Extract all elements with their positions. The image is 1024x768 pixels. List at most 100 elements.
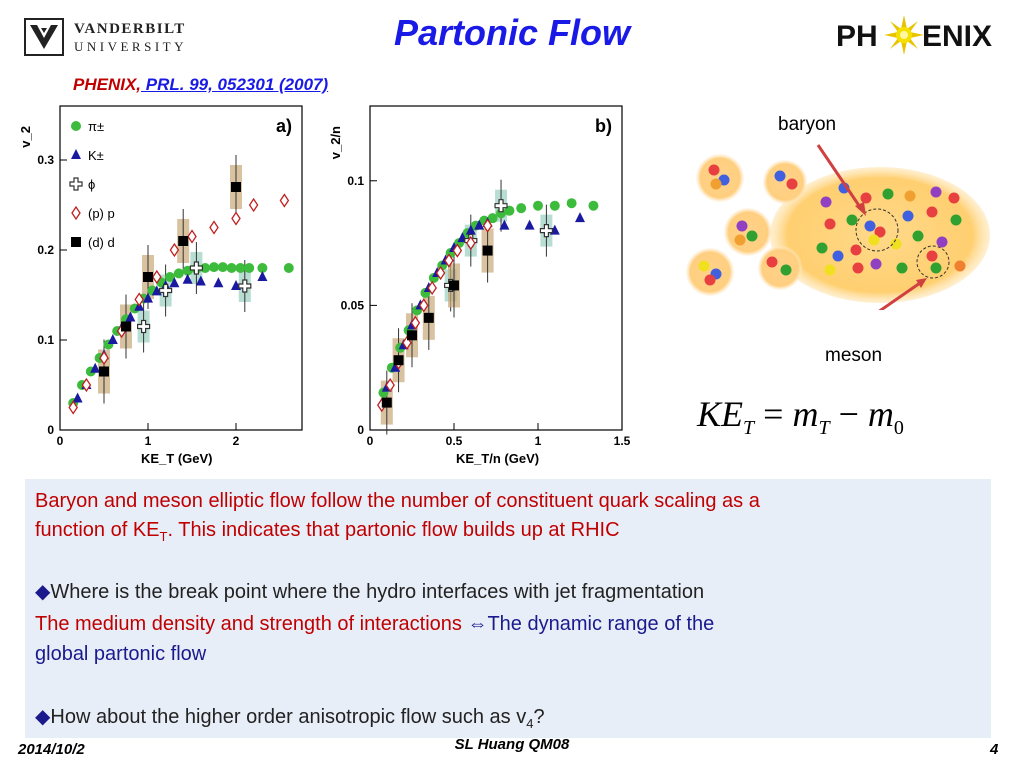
- baryon-arrow-head: [855, 202, 866, 216]
- data-point: [539, 224, 553, 238]
- data-point: [423, 312, 434, 323]
- data-point: [407, 330, 417, 341]
- data-point: [283, 263, 294, 273]
- data-point: [231, 211, 241, 226]
- y-tick-label: 0.1: [347, 174, 364, 188]
- data-point: [121, 321, 131, 332]
- quark-dot: [710, 178, 722, 190]
- quark-dot: [860, 192, 872, 204]
- quark-dot: [736, 220, 748, 232]
- quark-dot: [820, 196, 832, 208]
- quark-dot: [954, 260, 966, 272]
- data-point: [244, 263, 255, 273]
- formula-lhs-sub: T: [743, 417, 755, 440]
- data-point: [159, 283, 173, 298]
- meson-arrow-head: [916, 278, 927, 288]
- data-point: [549, 200, 560, 211]
- data-point: [435, 265, 446, 281]
- quark-dot: [816, 242, 828, 254]
- citation-link[interactable]: PRL. 99, 052301 (2007): [141, 75, 329, 94]
- quark-dot: [774, 170, 786, 182]
- x-tick-label: 0.5: [446, 434, 463, 448]
- data-point: [99, 350, 109, 366]
- quark-dot: [704, 274, 716, 286]
- x-tick-label: 1: [535, 434, 542, 448]
- data-point: [125, 311, 136, 322]
- data-point: [226, 263, 237, 273]
- y-tick-label: 0.1: [37, 333, 54, 347]
- quark-dot: [766, 256, 778, 268]
- series-cross: [137, 261, 252, 334]
- quark-dot: [850, 244, 862, 256]
- formula-m2: m: [867, 394, 894, 434]
- data-point: [209, 220, 219, 235]
- data-point: [381, 397, 392, 408]
- quark-dot: [926, 206, 938, 218]
- legend-marker: [71, 149, 81, 159]
- plot-b: 0 0.5 1 1.5 0 0.05 0.1 KE_T/n (GeV) v_2/n b): [328, 105, 630, 466]
- x-axis-label: KE_T (GeV): [141, 451, 213, 466]
- quark-dot: [948, 192, 960, 204]
- formula-minus: −: [829, 394, 868, 434]
- quark-dot: [824, 264, 836, 276]
- formula-lhs: KE: [697, 394, 744, 434]
- data-point: [213, 277, 224, 288]
- data-point: [385, 377, 395, 393]
- quark-dot: [832, 250, 844, 262]
- diamond-bullet-icon: ◆: [35, 581, 51, 603]
- data-point: [235, 263, 246, 273]
- formula-m1: m: [792, 394, 819, 434]
- data-point: [474, 219, 485, 230]
- data-point: [566, 198, 577, 209]
- panel-label: a): [276, 116, 292, 136]
- data-point: [143, 292, 153, 303]
- phenix-logo-left-text: PH: [836, 20, 878, 53]
- formula-equals: =: [754, 394, 793, 434]
- page-number: 4: [990, 741, 999, 758]
- data-point: [209, 262, 219, 273]
- hadron-blob: [686, 248, 734, 296]
- phenix-logo: PH ENIX: [836, 15, 992, 55]
- data-point: [152, 269, 162, 285]
- ket-formula: KET = mT − m0: [697, 393, 904, 440]
- data-point: [465, 224, 476, 235]
- quark-dot: [896, 262, 908, 274]
- quark-dot: [950, 214, 962, 226]
- summary-textbox: Baryon and meson elliptic flow follow th…: [25, 479, 991, 738]
- data-point: [410, 315, 421, 331]
- quark-dot: [734, 234, 746, 246]
- legend-marker: [71, 205, 81, 221]
- data-point: [165, 272, 175, 282]
- meson-label: meson: [825, 345, 883, 366]
- data-point: [279, 193, 290, 208]
- quark-dot: [824, 218, 836, 230]
- data-point: [217, 262, 228, 273]
- quark-gluon-plasma-diagram: [686, 144, 990, 310]
- quark-dot: [902, 210, 914, 222]
- data-point: [169, 277, 180, 288]
- vanderbilt-logo: VANDERBILT UNIVERSITY: [24, 18, 194, 58]
- density-text: The medium density and strength of inter…: [35, 613, 468, 635]
- quark-cluster: [698, 164, 966, 286]
- legend-label: ϕ: [88, 177, 95, 192]
- x-axis-label: KE_T/n (GeV): [456, 451, 539, 466]
- phenix-logo-right-text: ENIX: [922, 20, 992, 53]
- baryon-arrow: [816, 144, 864, 211]
- data-point: [143, 272, 153, 282]
- data-point: [231, 182, 241, 192]
- series-square: [99, 182, 241, 377]
- footer-date: 2014/10/2: [18, 741, 85, 758]
- data-point: [494, 199, 508, 213]
- data-point: [178, 236, 189, 246]
- hadron-blob: [758, 246, 802, 290]
- double-arrow-icon: ⇔: [467, 613, 488, 635]
- x-tick-label: 1.5: [614, 434, 630, 448]
- legend-label: (p) p: [88, 206, 115, 221]
- university-name-line2: UNIVERSITY: [74, 39, 187, 54]
- quark-dot: [890, 238, 902, 250]
- y-tick-label: 0: [357, 423, 364, 437]
- meson-arrow: [878, 281, 921, 310]
- formula-m1-sub: T: [818, 417, 830, 440]
- data-point: [390, 361, 401, 372]
- quark-dot: [780, 264, 792, 276]
